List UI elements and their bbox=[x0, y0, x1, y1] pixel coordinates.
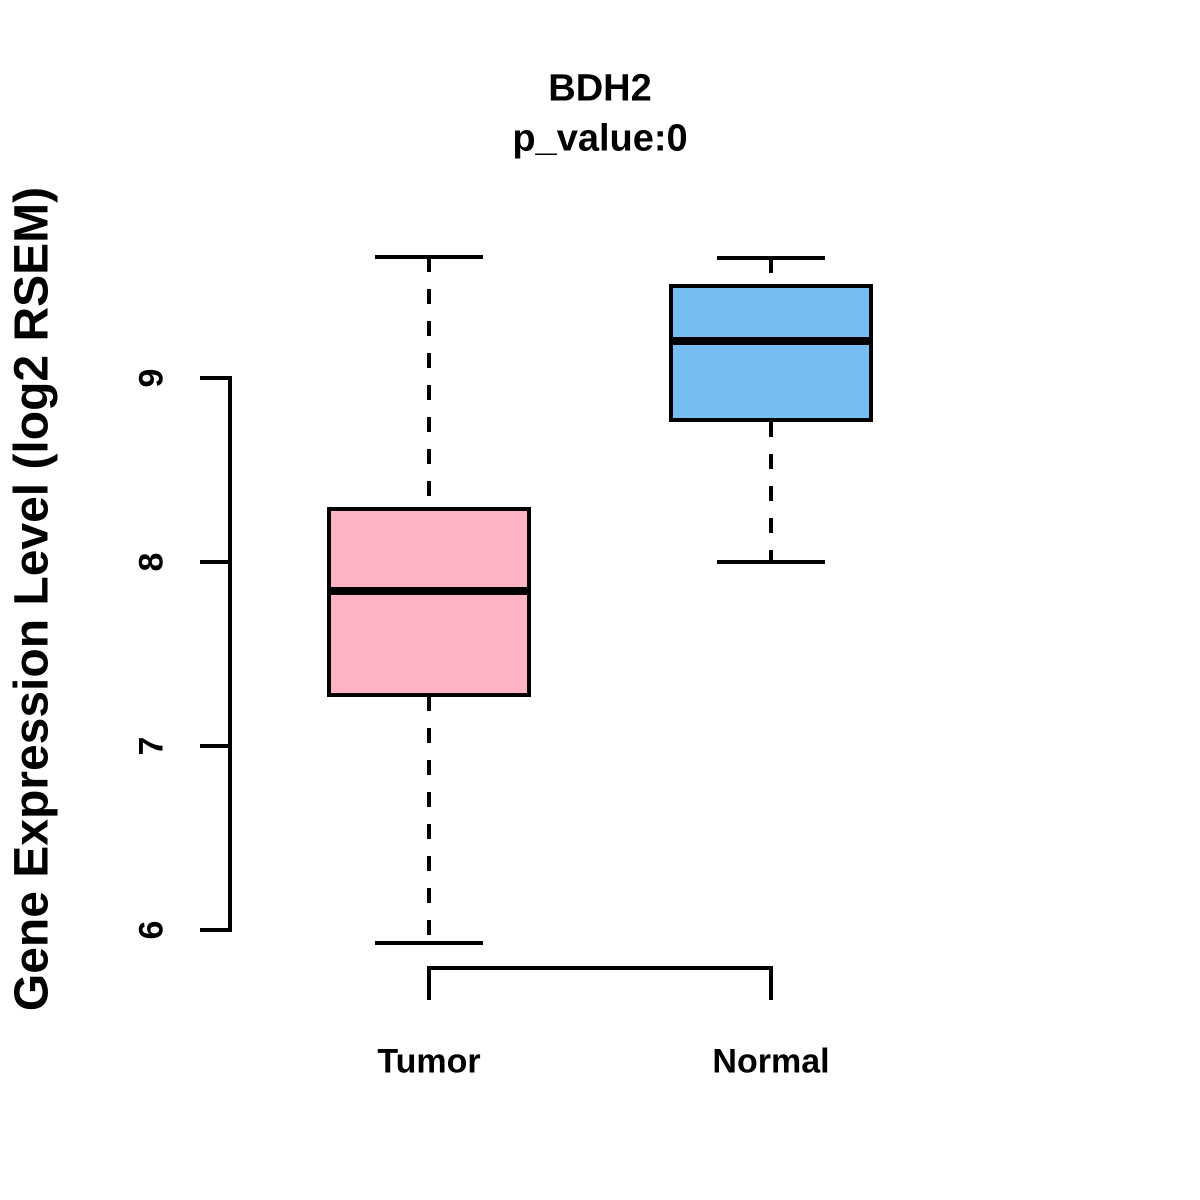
x-axis-line bbox=[427, 966, 773, 970]
x-category-label-normal: Normal bbox=[712, 1042, 830, 1081]
y-axis-tick bbox=[200, 928, 230, 932]
upper-whisker-cap bbox=[717, 256, 825, 260]
y-axis-tick bbox=[200, 560, 230, 564]
box-tumor bbox=[327, 507, 531, 697]
lower-whisker-cap bbox=[717, 560, 825, 564]
y-tick-label: 8 bbox=[132, 552, 171, 572]
lower-whisker-line bbox=[427, 696, 431, 943]
x-axis-tick bbox=[427, 966, 431, 1000]
lower-whisker-line bbox=[769, 422, 773, 562]
median-line bbox=[669, 337, 873, 345]
y-tick-label: 6 bbox=[132, 920, 171, 940]
x-category-label-tumor: Tumor bbox=[377, 1042, 481, 1081]
upper-whisker-line bbox=[427, 257, 431, 507]
upper-whisker-cap bbox=[375, 255, 483, 259]
x-axis-tick bbox=[769, 966, 773, 1000]
box-normal bbox=[669, 284, 873, 422]
y-tick-label: 7 bbox=[132, 736, 171, 756]
median-line bbox=[327, 587, 531, 595]
y-axis-tick bbox=[200, 376, 230, 380]
y-axis-tick bbox=[200, 744, 230, 748]
y-axis-line bbox=[228, 376, 232, 932]
chart-title: BDH2 bbox=[548, 67, 652, 110]
lower-whisker-cap bbox=[375, 941, 483, 945]
y-tick-label: 9 bbox=[132, 368, 171, 388]
upper-whisker-line bbox=[769, 258, 773, 284]
chart-subtitle: p_value:0 bbox=[512, 117, 688, 160]
